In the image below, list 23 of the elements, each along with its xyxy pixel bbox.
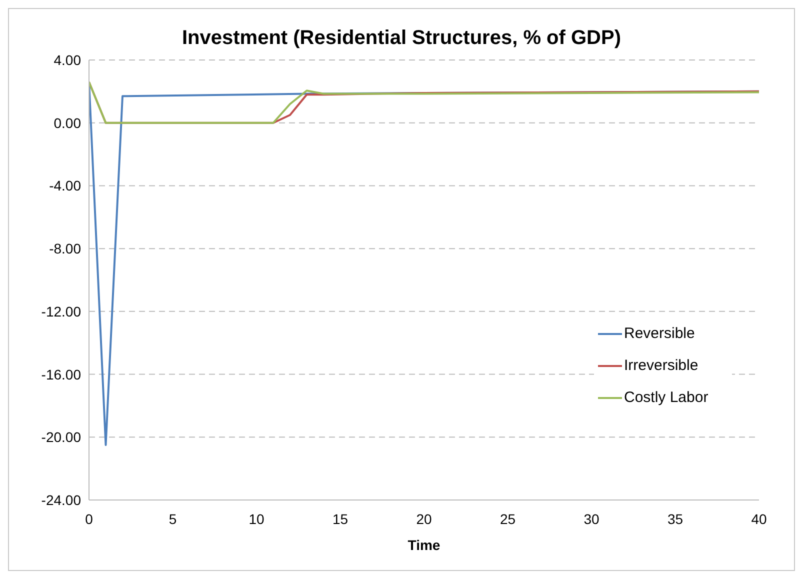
y-tick-label: 0.00 [54, 114, 82, 131]
y-tick-label: -8.00 [49, 240, 82, 257]
legend-label: Costly Labor [624, 388, 708, 408]
y-tick-label: -20.00 [41, 429, 82, 446]
y-tick-label: -12.00 [41, 303, 82, 320]
y-tick-label: -16.00 [41, 366, 82, 382]
x-tick-label: 15 [332, 511, 348, 527]
x-axis-title: Time [408, 537, 440, 553]
x-tick-label: 30 [584, 511, 600, 527]
x-tick-label: 5 [168, 511, 177, 527]
x-tick-label: 0 [85, 511, 94, 527]
x-tick-label: 20 [416, 511, 432, 527]
chart-title: Investment (Residential Structures, % of GDP) [181, 27, 622, 50]
y-tick-label: -24.00 [41, 492, 82, 508]
legend-label: Irreversible [624, 356, 698, 376]
y-tick-label: -4.00 [49, 178, 82, 194]
x-tick-label: 35 [667, 511, 684, 527]
x-tick-label: 10 [248, 511, 264, 527]
y-tick-label: 4.00 [54, 52, 82, 68]
line-series [89, 81, 759, 124]
legend-label: Reversible [624, 324, 695, 344]
x-tick-label: 25 [500, 511, 516, 527]
x-tick-label: 40 [751, 511, 767, 527]
